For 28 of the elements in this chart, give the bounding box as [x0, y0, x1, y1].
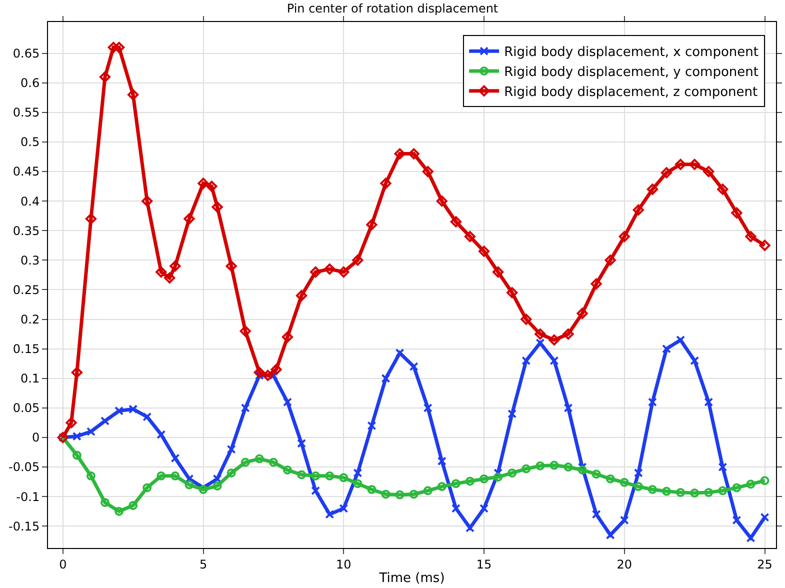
y-tick-label: 0.1: [20, 372, 40, 386]
x-tick-label: 10: [336, 557, 352, 572]
y-tick-label: 0.55: [12, 106, 40, 120]
x-axis-title: Time (ms): [378, 571, 445, 586]
x-tick-label: 25: [757, 557, 772, 572]
y-tick-label: -0.1: [16, 490, 40, 504]
x-tick-label: 15: [476, 557, 492, 572]
legend-label: Rigid body displacement, y component: [504, 65, 758, 80]
y-tick-label: 0.4: [20, 194, 40, 208]
y-tick-label: -0.05: [8, 460, 40, 474]
x-tick-label: 20: [616, 557, 632, 572]
y-tick-label: 0.65: [12, 46, 40, 61]
y-tick-label: 0.3: [20, 253, 40, 268]
y-tick-label: 0.05: [12, 401, 40, 416]
y-tick-label: 0.15: [12, 342, 40, 356]
y-tick-label: 0.6: [20, 76, 40, 90]
legend-label: Rigid body displacement, z component: [504, 84, 758, 100]
y-tick-label: 0.2: [20, 312, 40, 326]
chart-title: Pin center of rotation displacement: [286, 2, 498, 16]
x-tick-label: 0: [59, 557, 67, 572]
y-tick-label: 0.5: [20, 135, 40, 150]
y-tick-label: -0.15: [8, 519, 40, 534]
y-tick-label: 0.45: [12, 164, 40, 179]
y-tick-label: 0.35: [12, 224, 40, 238]
x-tick-label: 5: [199, 557, 208, 572]
legend-label: Rigid body displacement, x component: [504, 45, 758, 60]
y-tick-label: 0.25: [12, 282, 40, 297]
y-tick-label: 0: [32, 430, 40, 445]
